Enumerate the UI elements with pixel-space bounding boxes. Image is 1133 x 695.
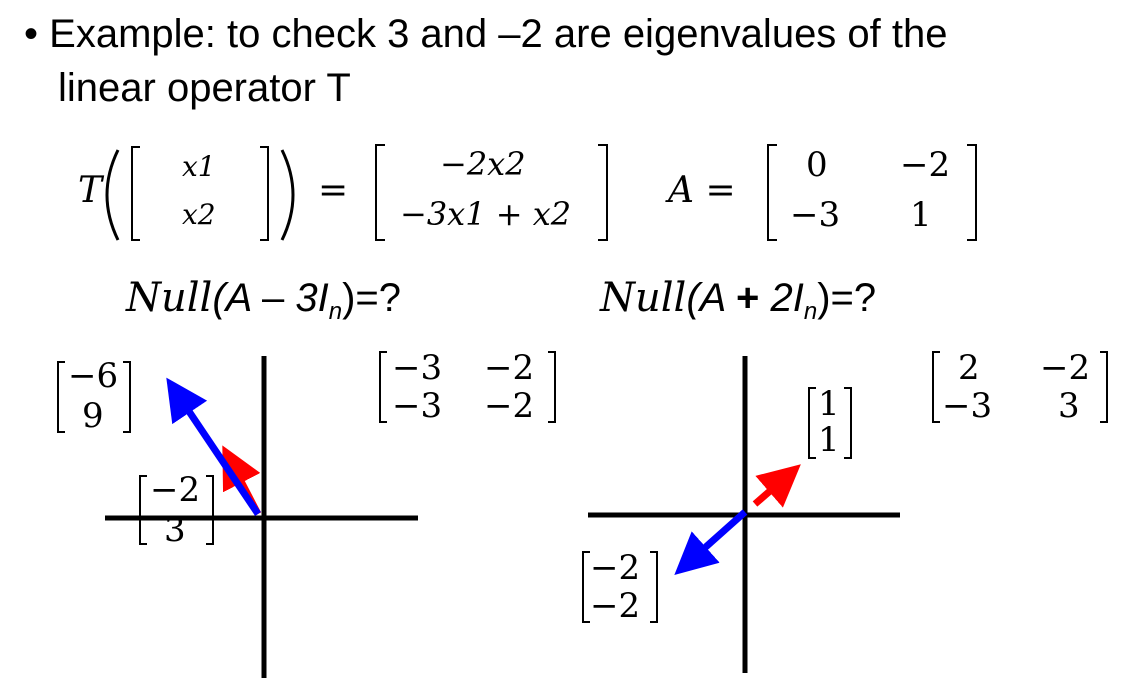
right-matrix-12: −2 (1040, 348, 1091, 388)
right-red-label-1: 1 (818, 384, 840, 424)
right-blue-vector (674, 509, 748, 575)
right-null-close: )=? (817, 276, 877, 320)
left-null-label: Null(A – 3In)=? (126, 276, 401, 334)
left-matrix-12: −2 (484, 348, 535, 388)
definition-brackets (105, 144, 977, 241)
A-cell-11: 0 (806, 145, 828, 185)
right-red-vector (752, 464, 801, 508)
left-blue-label-2: 9 (82, 396, 104, 436)
left-blue-label-1: −6 (68, 356, 119, 396)
right-null-word: Null (600, 275, 687, 321)
bullet-text-2: linear operator T (58, 66, 351, 110)
A-cell-21: −3 (790, 195, 841, 235)
left-null-op: – (262, 276, 285, 320)
left-null-scalar: 3I (284, 276, 329, 320)
T-label: T (78, 170, 103, 211)
A-label: A = (668, 170, 736, 211)
bullet-symbol: • (24, 12, 39, 56)
left-matrix-22: −2 (484, 386, 535, 426)
right-matrix-22: 3 (1058, 386, 1080, 426)
operator-definition: T x1 x2 = −2x2 −3x1 + x2 A = 0 −2 −3 1 (0, 0, 1133, 260)
right-null-label: Null(A + 2In)=? (600, 276, 876, 334)
input-x2: x2 (182, 198, 216, 231)
left-null-word: Null (126, 275, 213, 321)
right-blue-label-1: −2 (590, 548, 641, 588)
equals-sign: = (318, 170, 349, 211)
right-null-open: (A (686, 276, 736, 320)
left-red-label-2: 3 (164, 510, 186, 550)
left-null-open: (A (212, 276, 262, 320)
right-matrix-21: −3 (942, 386, 993, 426)
bullet-line-1: • Example: to check 3 and –2 are eigenva… (24, 12, 948, 56)
left-matrix-21: −3 (392, 386, 443, 426)
output-row-1: −2x2 (440, 145, 526, 183)
input-x1: x1 (182, 150, 216, 183)
left-null-sub: n (328, 298, 343, 325)
right-null-op: + (736, 276, 760, 320)
right-blue-label-2: −2 (590, 586, 641, 626)
left-red-label-1: −2 (150, 470, 201, 510)
left-null-close: )=? (342, 276, 402, 320)
left-blue-vector (166, 377, 261, 516)
right-null-sub: n (803, 298, 818, 325)
A-cell-22: 1 (910, 195, 932, 235)
right-null-scalar: 2I (759, 276, 804, 320)
right-matrix-11: 2 (958, 348, 980, 388)
right-red-label-2: 1 (818, 420, 840, 460)
left-matrix-11: −3 (392, 348, 443, 388)
A-cell-12: −2 (900, 145, 951, 185)
output-row-2: −3x1 + x2 (400, 195, 572, 233)
bullet-text-1: Example: to check 3 and –2 are eigenvalu… (49, 12, 948, 56)
